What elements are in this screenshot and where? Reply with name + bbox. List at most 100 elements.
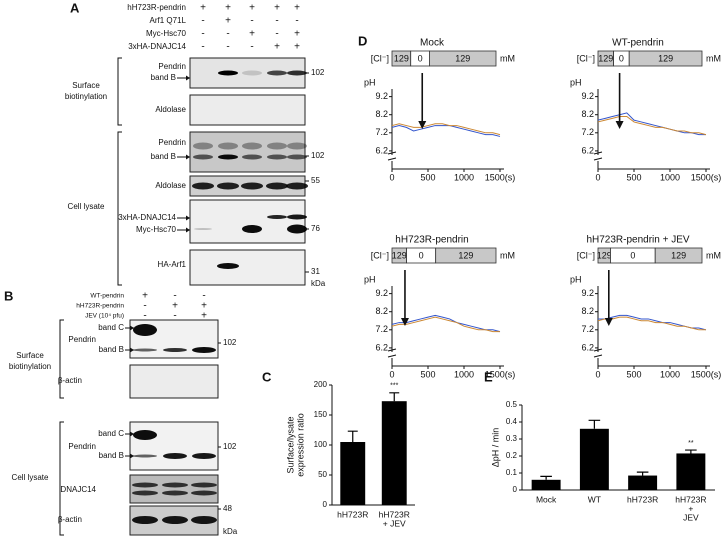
condition-sign: + bbox=[294, 29, 300, 40]
band bbox=[218, 154, 238, 160]
axis bbox=[597, 286, 710, 367]
error-bar bbox=[588, 419, 601, 429]
cl-value: 129 bbox=[394, 53, 409, 63]
blot-label: band B bbox=[99, 345, 124, 354]
arrow-head bbox=[400, 318, 409, 326]
trace bbox=[391, 123, 501, 136]
condition-sign: - bbox=[143, 301, 146, 312]
y-tick-label: 0.5 bbox=[506, 400, 518, 409]
axis bbox=[597, 89, 710, 170]
y-tick-label: 9.2 bbox=[375, 91, 388, 101]
blot bbox=[129, 474, 219, 504]
error-bar bbox=[685, 449, 697, 454]
arrow-head bbox=[130, 325, 134, 331]
blot-label: Pendrin bbox=[158, 62, 186, 71]
y-tick-label: 7.2 bbox=[375, 127, 388, 137]
blot-label: Myc-Hsc70 bbox=[136, 225, 177, 234]
blot-label: Aldolase bbox=[155, 105, 186, 114]
band bbox=[267, 142, 287, 150]
arrow-head bbox=[130, 347, 134, 353]
y-tick-label: 8.2 bbox=[581, 306, 594, 316]
arrow-head bbox=[130, 431, 134, 437]
cl-value: 129 bbox=[458, 250, 473, 260]
band bbox=[287, 154, 307, 160]
arrow-head bbox=[186, 215, 190, 221]
chart-title: hH723R-pendrin bbox=[395, 235, 468, 246]
condition-sign: - bbox=[143, 311, 146, 322]
y-tick-label: 0.1 bbox=[506, 468, 518, 477]
size-marker: kDa bbox=[311, 279, 326, 288]
x-tick-label: 1000 bbox=[454, 369, 474, 379]
band bbox=[162, 516, 188, 524]
condition-label: 3xHA-DNAJC14 bbox=[128, 42, 186, 51]
band bbox=[266, 182, 288, 190]
y-axis-label: pH bbox=[570, 274, 582, 284]
x-tick-label: hH723R bbox=[627, 494, 658, 504]
y-tick-label: 7.2 bbox=[375, 324, 388, 334]
condition-sign: + bbox=[142, 291, 148, 302]
blot bbox=[189, 199, 306, 244]
cl-label: [Cl⁻] bbox=[577, 250, 595, 260]
blot-label: band C bbox=[98, 429, 124, 438]
condition-sign: - bbox=[295, 16, 298, 27]
band bbox=[133, 454, 157, 458]
condition-sign: + bbox=[172, 301, 178, 312]
cl-value: 0 bbox=[630, 250, 635, 260]
arrow-head bbox=[130, 453, 134, 459]
band bbox=[133, 324, 157, 336]
arrow-head bbox=[186, 75, 190, 81]
blot bbox=[129, 421, 219, 471]
section-label: Surface bbox=[72, 81, 100, 90]
band bbox=[286, 182, 308, 190]
trace bbox=[391, 314, 501, 333]
y-tick-label: 0.2 bbox=[506, 451, 518, 460]
section-label: biotinylation bbox=[65, 92, 107, 101]
y-axis-label: pH bbox=[570, 77, 582, 87]
condition-label: Myc-Hsc70 bbox=[146, 29, 187, 38]
cl-value: 129 bbox=[658, 53, 673, 63]
blot-label: HA-Arf1 bbox=[158, 260, 187, 269]
condition-sign: - bbox=[226, 29, 229, 40]
bracket bbox=[59, 421, 64, 536]
bracket bbox=[59, 319, 64, 399]
bar bbox=[531, 479, 561, 490]
band bbox=[132, 490, 158, 496]
band bbox=[132, 482, 158, 488]
band bbox=[191, 490, 217, 496]
condition-sign: + bbox=[201, 311, 207, 322]
blot-label: band B bbox=[151, 73, 176, 82]
blot-label: Pendrin bbox=[68, 335, 96, 344]
condition-sign: - bbox=[250, 42, 253, 53]
blot-label: band C bbox=[98, 323, 124, 332]
arrow-head bbox=[418, 121, 427, 129]
cl-unit: mM bbox=[706, 250, 721, 260]
y-tick-label: 9.2 bbox=[581, 288, 594, 298]
axis-break bbox=[387, 151, 397, 161]
axis-break bbox=[593, 151, 603, 161]
band bbox=[287, 224, 307, 234]
condition-sign: + bbox=[225, 16, 231, 27]
error-bar bbox=[636, 471, 649, 476]
y-tick-label: 9.2 bbox=[375, 288, 388, 298]
arrow-head bbox=[604, 318, 613, 326]
blot bbox=[129, 364, 219, 399]
cl-unit: mM bbox=[500, 250, 515, 260]
x-tick-label: hH723R bbox=[675, 494, 706, 504]
condition-sign: - bbox=[201, 29, 204, 40]
cl-value: 129 bbox=[392, 250, 407, 260]
cl-label: [Cl⁻] bbox=[371, 53, 389, 63]
cl-segment bbox=[654, 247, 703, 264]
x-tick-label: 1000 bbox=[660, 369, 680, 379]
condition-sign: - bbox=[201, 42, 204, 53]
condition-sign: - bbox=[201, 16, 204, 27]
condition-sign: + bbox=[201, 301, 207, 312]
chart-title: hH723R-pendrin + JEV bbox=[586, 235, 689, 246]
bar bbox=[381, 401, 407, 505]
cl-unit: mM bbox=[706, 53, 721, 63]
error-bar bbox=[540, 475, 552, 480]
cl-value: 129 bbox=[598, 53, 613, 63]
trace bbox=[391, 125, 501, 137]
band bbox=[287, 214, 307, 220]
x-tick-label: JEV bbox=[683, 512, 699, 522]
cl-label: [Cl⁻] bbox=[577, 53, 595, 63]
